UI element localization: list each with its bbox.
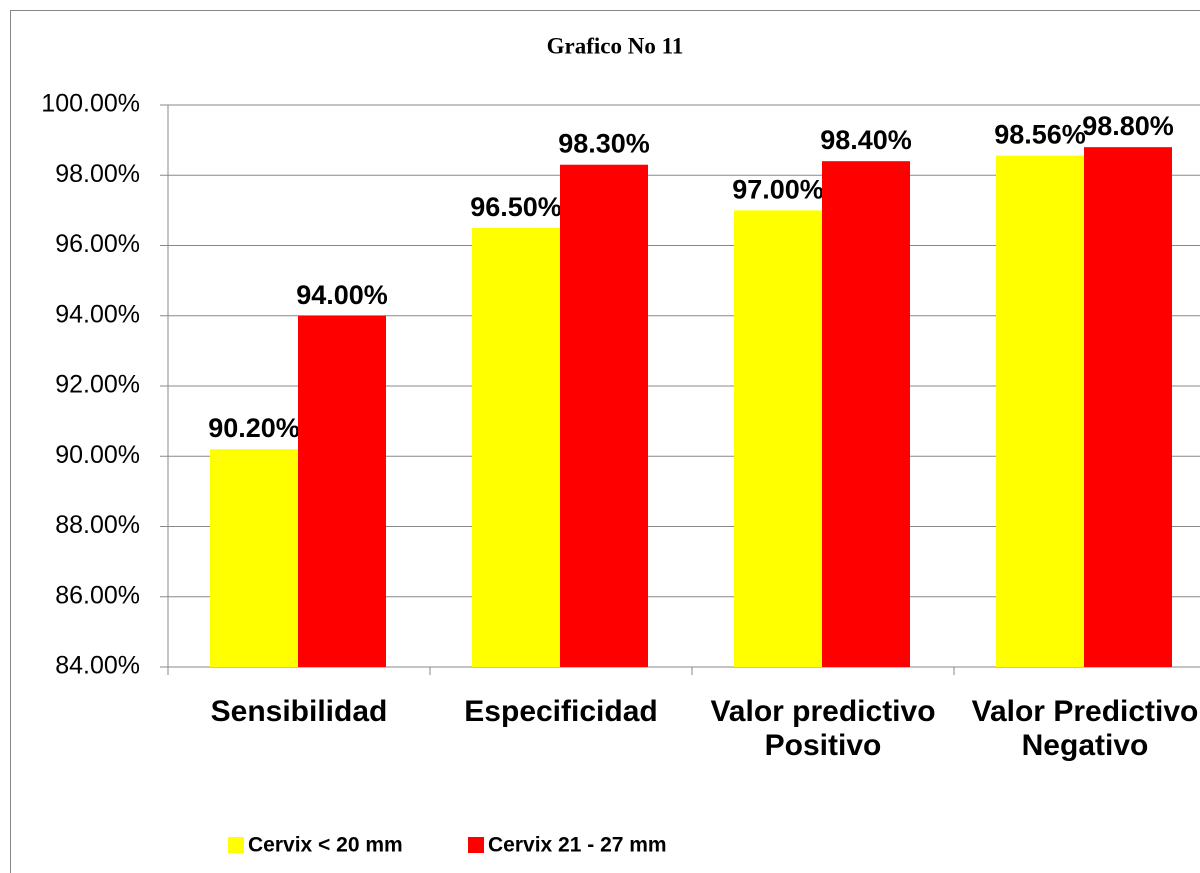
x-tick-label: Especificidad bbox=[464, 695, 658, 728]
bar bbox=[560, 164, 648, 667]
chart-title: Grafico No 11 bbox=[547, 33, 684, 58]
legend-swatch bbox=[468, 837, 484, 853]
y-tick-label: 100.00% bbox=[41, 90, 140, 118]
data-label: 96.50% bbox=[470, 192, 562, 222]
y-tick-label: 94.00% bbox=[55, 300, 140, 328]
data-label: 98.80% bbox=[1082, 111, 1174, 141]
legend-label: Cervix 21 - 27 mm bbox=[488, 834, 667, 857]
x-tick-label: Valor Predictivo Negativo bbox=[971, 695, 1199, 762]
y-tick-label: 98.00% bbox=[55, 160, 140, 188]
y-tick-label: 96.00% bbox=[55, 230, 140, 258]
bar bbox=[298, 315, 386, 667]
data-label: 97.00% bbox=[732, 174, 824, 204]
bar bbox=[210, 449, 298, 667]
data-label: 94.00% bbox=[296, 280, 388, 310]
legend-swatch bbox=[228, 837, 244, 853]
data-label: 98.30% bbox=[558, 129, 650, 159]
data-label: 98.40% bbox=[820, 125, 912, 155]
x-tick-label: Valor predictivo Positivo bbox=[710, 695, 936, 762]
y-tick-label: 88.00% bbox=[55, 511, 140, 539]
bar bbox=[734, 210, 822, 667]
data-label: 98.56% bbox=[994, 120, 1086, 150]
chart-border bbox=[10, 10, 1200, 873]
y-tick-label: 86.00% bbox=[55, 581, 140, 609]
x-tick-label: Sensibilidad bbox=[210, 695, 388, 728]
bar bbox=[472, 227, 560, 667]
y-tick-label: 92.00% bbox=[55, 371, 140, 399]
y-tick-label: 90.00% bbox=[55, 441, 140, 469]
bar bbox=[822, 161, 910, 667]
bar bbox=[1084, 147, 1172, 667]
bar bbox=[996, 155, 1084, 667]
y-tick-label: 84.00% bbox=[55, 652, 140, 680]
data-label: 90.20% bbox=[208, 413, 300, 443]
legend-label: Cervix < 20 mm bbox=[248, 834, 403, 857]
